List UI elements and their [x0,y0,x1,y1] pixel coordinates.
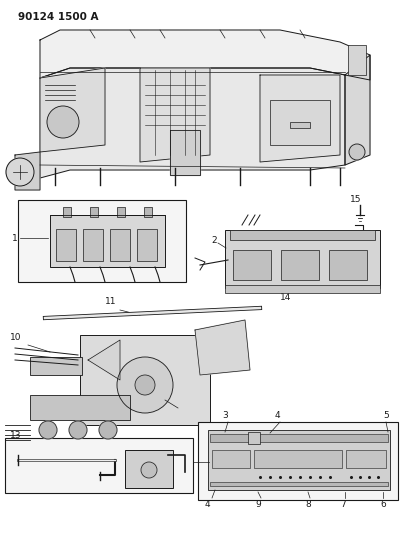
Circle shape [348,144,364,160]
Bar [125,450,172,488]
Bar [269,100,329,145]
Text: HI LVL FLOOR: HI LVL FLOOR [293,459,317,463]
Circle shape [39,421,57,439]
Bar [63,207,71,217]
Circle shape [117,357,172,413]
Text: 11: 11 [105,297,116,306]
Text: 14: 14 [279,293,291,302]
Bar [83,229,103,261]
Bar [280,250,318,280]
Text: 3: 3 [221,411,227,420]
Bar [345,450,385,468]
Bar [198,422,397,500]
Bar [347,45,365,75]
Bar [30,395,130,420]
Text: 12: 12 [178,405,189,414]
Text: 10: 10 [10,334,21,343]
Text: A/C: A/C [215,482,223,487]
Bar [229,230,374,240]
Bar [289,122,309,128]
Text: 2: 2 [211,236,217,245]
Bar [247,432,259,444]
Bar [211,450,249,468]
Bar [225,230,379,288]
Bar [90,207,98,217]
Polygon shape [15,152,40,190]
Polygon shape [140,68,209,162]
Bar [209,482,387,486]
Polygon shape [259,75,339,162]
Text: 8: 8 [304,500,310,509]
Text: 5: 5 [382,411,388,420]
Polygon shape [344,55,369,165]
Bar [18,200,186,282]
Polygon shape [194,320,249,375]
Text: 1: 1 [12,233,18,243]
Polygon shape [170,130,200,175]
Polygon shape [88,340,120,380]
Text: BI LEVEL: BI LEVEL [255,467,271,471]
Circle shape [135,375,155,395]
Bar [80,335,209,425]
Bar [50,215,164,267]
Bar [137,229,157,261]
Bar [328,250,366,280]
Bar [5,438,192,493]
Bar [56,229,76,261]
Circle shape [47,106,79,138]
Text: 6: 6 [379,500,385,509]
Text: 16: 16 [180,457,192,466]
Polygon shape [40,68,105,152]
Text: 90124 1500 A: 90124 1500 A [18,12,98,22]
Polygon shape [40,68,344,178]
Text: 9: 9 [254,500,260,509]
Bar [110,229,130,261]
Bar [144,207,152,217]
Text: A/C B/C: A/C B/C [213,476,228,480]
Bar [117,207,125,217]
Text: 4: 4 [205,500,210,509]
Bar [225,285,379,293]
Circle shape [141,462,157,478]
Circle shape [99,421,117,439]
Bar [233,250,270,280]
Circle shape [69,421,87,439]
Text: 13: 13 [10,431,21,440]
Circle shape [6,158,34,186]
Bar [253,450,341,468]
Bar [30,357,82,375]
Bar [207,430,389,490]
Text: 4: 4 [274,411,280,420]
Bar [209,434,387,442]
Text: PANEL: PANEL [273,463,284,467]
Text: 7: 7 [339,500,345,509]
Text: 15: 15 [349,195,360,204]
Polygon shape [40,30,369,80]
